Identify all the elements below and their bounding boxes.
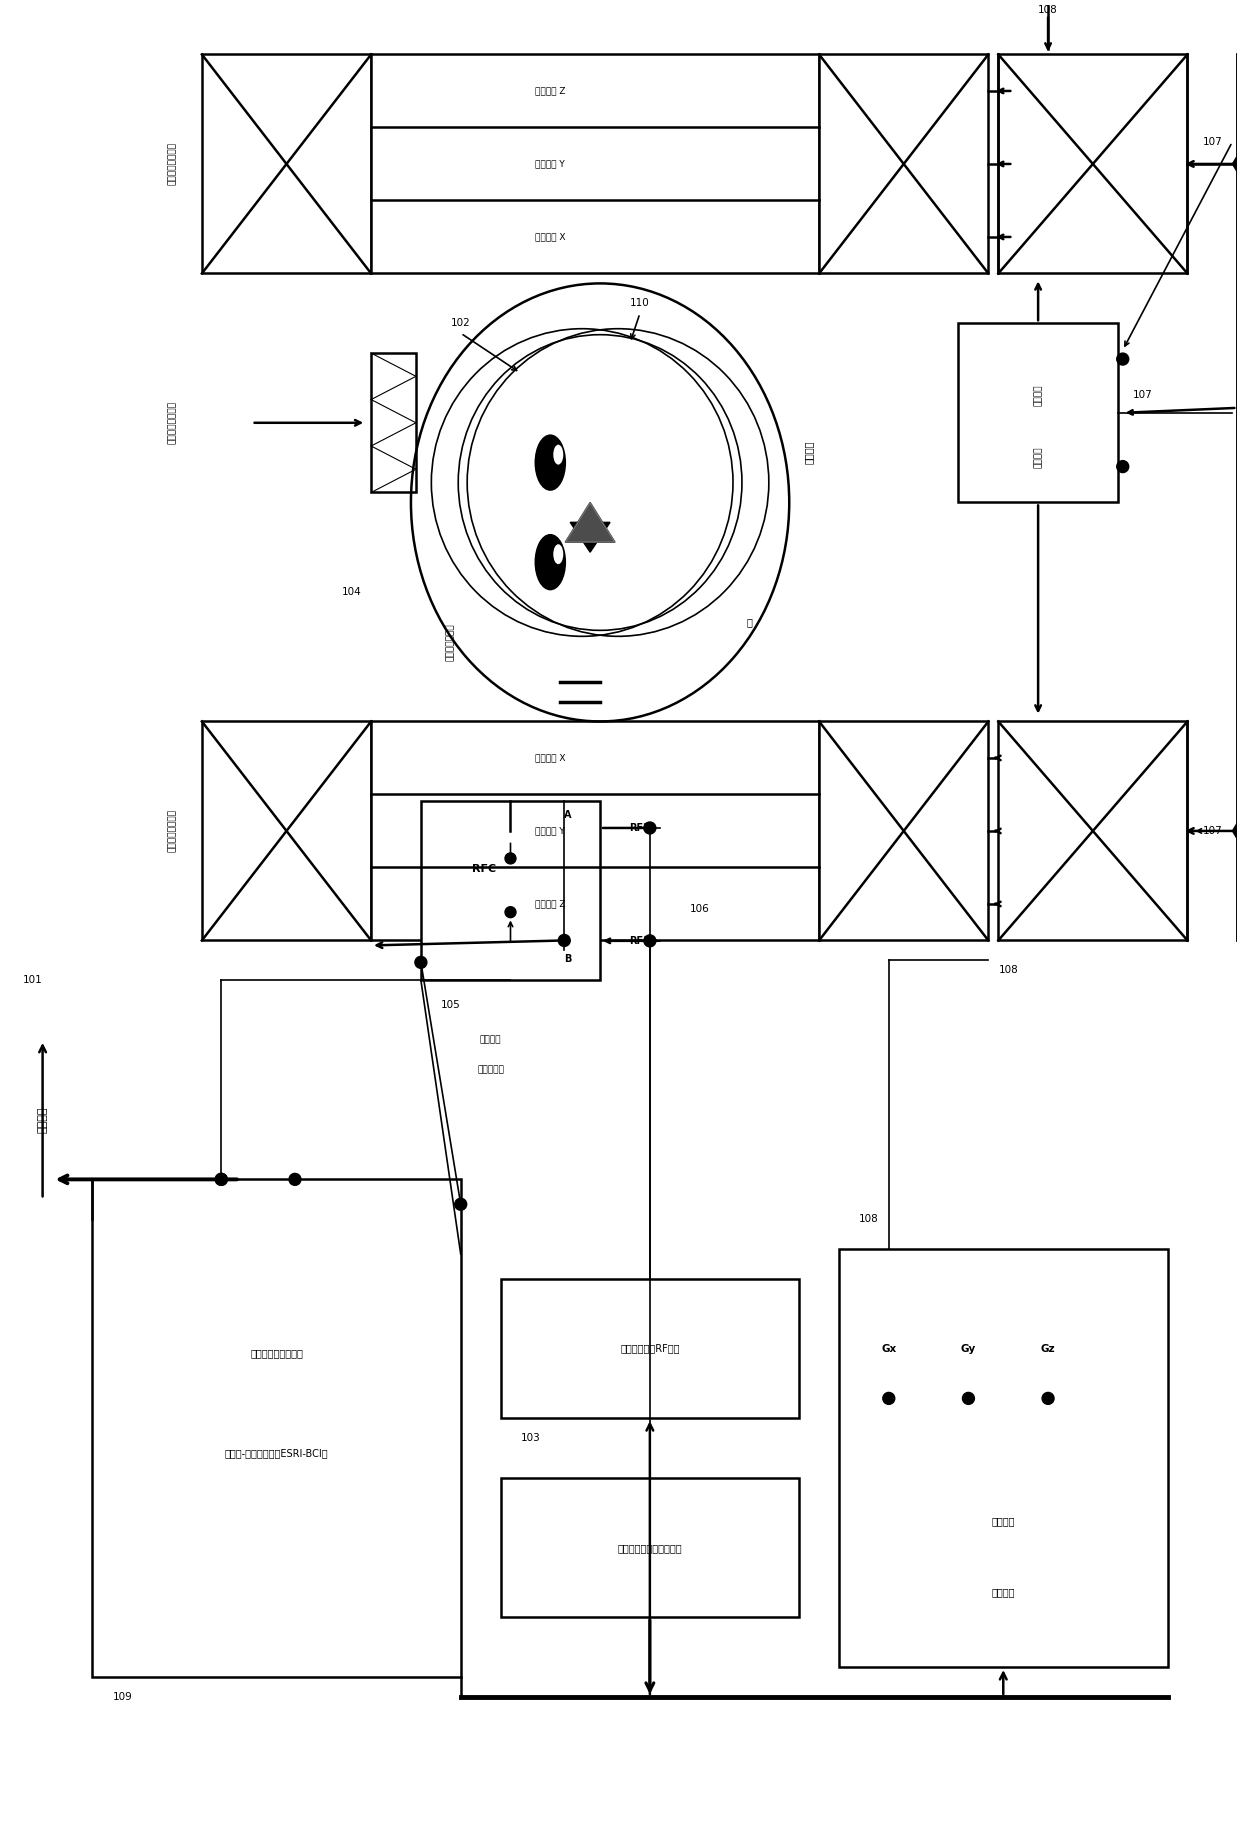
Circle shape <box>289 1174 301 1185</box>
Circle shape <box>505 908 516 918</box>
Circle shape <box>216 1174 227 1185</box>
Text: 非侵入型输入管理: 非侵入型输入管理 <box>167 402 176 444</box>
Text: A: A <box>564 811 572 820</box>
Circle shape <box>455 1198 466 1211</box>
Text: 108: 108 <box>998 966 1018 975</box>
Text: 活: 活 <box>746 617 753 626</box>
Bar <box>501 1278 800 1419</box>
Text: 107: 107 <box>1203 825 1223 836</box>
Ellipse shape <box>536 535 565 590</box>
Ellipse shape <box>536 435 565 489</box>
Circle shape <box>415 957 427 968</box>
Text: 和大脑-计算机接口（ESRI-BCI）: 和大脑-计算机接口（ESRI-BCI） <box>224 1448 329 1459</box>
Text: 107: 107 <box>1133 391 1152 400</box>
Text: 或耦合组件: 或耦合组件 <box>477 1065 503 1074</box>
Bar <box>371 352 415 493</box>
Circle shape <box>1117 460 1128 473</box>
Ellipse shape <box>553 446 563 464</box>
Text: 三维梯度: 三维梯度 <box>992 1516 1016 1527</box>
Text: 102: 102 <box>451 318 471 329</box>
Text: 110: 110 <box>630 298 650 309</box>
Text: 静态均匀: 静态均匀 <box>1034 383 1043 405</box>
Circle shape <box>1117 352 1128 365</box>
Text: 103: 103 <box>521 1433 541 1443</box>
Circle shape <box>505 853 516 864</box>
Circle shape <box>644 935 656 948</box>
Text: 均匀线圈 Z: 均匀线圈 Z <box>536 900 565 909</box>
Text: 105: 105 <box>441 1001 460 1010</box>
Bar <box>501 1477 800 1618</box>
Bar <box>959 323 1117 502</box>
Bar <box>371 55 820 274</box>
Bar <box>998 55 1188 274</box>
Polygon shape <box>565 502 615 542</box>
Text: 均匀线圈 X: 均匀线圈 X <box>536 754 565 763</box>
Text: B: B <box>564 953 572 964</box>
Text: Gx: Gx <box>882 1344 897 1353</box>
Text: Gy: Gy <box>961 1344 976 1353</box>
Bar <box>202 721 371 940</box>
Text: 均匀线圈 Y: 均匀线圈 Y <box>536 159 565 168</box>
Bar <box>92 1180 461 1676</box>
Text: 静态均匀磁场线圈: 静态均匀磁场线圈 <box>167 142 176 186</box>
Polygon shape <box>565 502 615 542</box>
Text: 均匀线圈 X: 均匀线圈 X <box>536 232 565 241</box>
Text: 调制器和调谐器: 调制器和调谐器 <box>446 623 455 661</box>
Circle shape <box>644 822 656 834</box>
Text: 106: 106 <box>689 904 709 913</box>
Text: 107: 107 <box>1203 137 1223 148</box>
Text: 生物样本: 生物样本 <box>805 440 815 464</box>
Bar <box>820 721 988 940</box>
Text: RF1: RF1 <box>630 937 650 946</box>
Circle shape <box>558 935 570 946</box>
Bar <box>371 721 820 940</box>
Bar <box>202 55 371 274</box>
Text: 108: 108 <box>1038 5 1058 15</box>
Text: 高压电源: 高压电源 <box>37 1107 47 1132</box>
Text: 磁场组件: 磁场组件 <box>992 1587 1016 1598</box>
Bar <box>820 55 988 274</box>
Text: 108: 108 <box>859 1214 879 1223</box>
Text: RFC: RFC <box>471 864 496 875</box>
Circle shape <box>962 1393 975 1404</box>
Text: 104: 104 <box>341 586 361 597</box>
Ellipse shape <box>553 544 563 564</box>
Circle shape <box>1042 1393 1054 1404</box>
Text: 101: 101 <box>22 975 42 986</box>
Text: 均匀线圈 Y: 均匀线圈 Y <box>536 827 565 836</box>
Text: 磁场组件: 磁场组件 <box>1034 447 1043 469</box>
Text: 均匀线圈 Z: 均匀线圈 Z <box>536 86 565 95</box>
Text: 射频接收和数据采集组件: 射频接收和数据采集组件 <box>618 1543 682 1552</box>
Polygon shape <box>570 522 610 551</box>
Polygon shape <box>1233 155 1240 172</box>
Text: 波谱仪、三维成像仪: 波谱仪、三维成像仪 <box>250 1349 303 1359</box>
Text: RF2: RF2 <box>630 824 650 833</box>
Circle shape <box>216 1174 227 1185</box>
Text: 109: 109 <box>113 1693 133 1702</box>
Text: 静态均匀磁场线圈: 静态均匀磁场线圈 <box>167 809 176 853</box>
Bar <box>839 1249 1168 1667</box>
Text: 射频开关: 射频开关 <box>480 1035 501 1044</box>
Bar <box>998 721 1188 940</box>
Text: Gz: Gz <box>1040 1344 1055 1353</box>
Polygon shape <box>1233 824 1240 838</box>
Text: 射频无线电（RF）源: 射频无线电（RF）源 <box>620 1344 680 1353</box>
Bar <box>420 802 600 981</box>
Circle shape <box>883 1393 895 1404</box>
